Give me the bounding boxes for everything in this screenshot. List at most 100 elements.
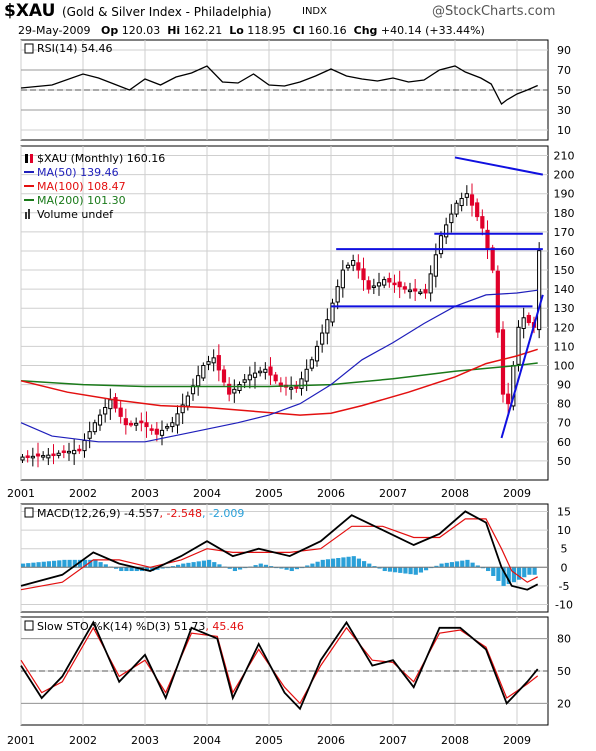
price-tick-label: 120	[554, 321, 575, 334]
macd-histogram-bar	[465, 559, 470, 568]
candle-up	[252, 372, 258, 378]
low-value: 118.95	[247, 24, 286, 37]
candle-down	[495, 270, 500, 333]
macd-histogram-bar	[191, 562, 196, 568]
candle-up	[46, 454, 51, 459]
candle-up	[299, 378, 304, 389]
candle-down	[480, 216, 485, 229]
price-year-label: 2001	[7, 487, 35, 500]
rsi-legend-swatch	[24, 43, 34, 54]
price-year-label: 2009	[503, 487, 531, 500]
price-tick-label: 80	[557, 398, 571, 411]
candle-up	[330, 302, 335, 323]
candle-up	[211, 357, 216, 364]
macd-label-part: MACD(12,26,9) -4.557	[37, 507, 160, 520]
macd-histogram-bar	[532, 567, 537, 575]
macd-histogram-bar	[413, 567, 418, 575]
macd-tick-label: -5	[559, 580, 570, 593]
high-value: 162.21	[183, 24, 223, 37]
macd-tick-label: 15	[557, 505, 571, 518]
quote-date: 29-May-2009	[18, 24, 91, 37]
macd-histogram-bar	[103, 564, 108, 568]
candle-up	[309, 359, 314, 369]
macd-histogram-bar	[98, 562, 103, 568]
legend-candle-swatch	[25, 154, 28, 163]
candle-down	[356, 262, 361, 271]
macd-tick-label: 0	[561, 561, 568, 574]
bottom-year-label: 2009	[503, 734, 531, 747]
price-tick-label: 200	[554, 169, 575, 182]
candle-up	[196, 375, 201, 387]
macd-histogram-bar	[325, 559, 331, 568]
bottom-year-label: 2006	[317, 734, 345, 747]
macd-histogram-bar	[403, 567, 408, 574]
candle-down	[273, 374, 278, 382]
price-tick-label: 150	[554, 264, 575, 277]
candle-up	[325, 319, 330, 334]
candle-down	[51, 453, 56, 457]
trendline	[454, 156, 544, 176]
macd-histogram-bar	[26, 563, 31, 568]
candle-up	[41, 455, 46, 458]
macd-histogram-bar	[310, 563, 315, 568]
candle-up	[66, 450, 72, 454]
price-tick-label: 190	[554, 188, 575, 201]
price-year-label: 2005	[255, 487, 283, 500]
candle-up	[371, 285, 376, 288]
macd-histogram-bar	[418, 567, 424, 573]
macd-histogram-bar	[57, 560, 62, 568]
legend-volume-swatch	[25, 212, 27, 219]
candle-up	[438, 235, 444, 255]
price-tick-label: 180	[554, 207, 575, 220]
candle-up	[247, 374, 252, 381]
legend-ma50: MA(50) 139.46	[37, 166, 119, 179]
candle-down	[216, 355, 221, 371]
candle-down	[366, 280, 371, 290]
macd-histogram-bar	[444, 562, 449, 568]
candle-down	[506, 393, 511, 405]
price-tick-label: 100	[554, 359, 575, 372]
price-tick-label: 90	[557, 379, 571, 392]
legend-volume-swatch	[28, 209, 30, 219]
macd-histogram-bar	[491, 567, 496, 576]
price-tick-label: 50	[557, 455, 571, 468]
macd-histogram-bar	[517, 567, 522, 580]
macd-histogram-bar	[398, 567, 403, 573]
sto-label-part: Slow STO %K(14) %D(3) 51.73	[37, 620, 205, 633]
candle-up	[314, 345, 320, 362]
legend-ma200: MA(200) 101.30	[37, 194, 126, 207]
price-year-label: 2003	[131, 487, 159, 500]
candle-down	[469, 194, 475, 206]
bottom-year-label: 2003	[131, 734, 159, 747]
macd-histogram-bar	[455, 561, 460, 568]
bottom-year-label: 2004	[193, 734, 221, 747]
macd-histogram-bar	[382, 567, 387, 572]
macd-histogram-bar	[439, 563, 444, 568]
candle-down	[490, 247, 495, 271]
macd-histogram-bar	[449, 562, 455, 568]
macd-legend-swatch	[24, 507, 34, 518]
macd-histogram-bar	[475, 565, 480, 568]
macd-histogram-bar	[36, 562, 41, 568]
price-tick-label: 110	[554, 340, 575, 353]
candle-up	[170, 422, 175, 428]
candle-down	[221, 369, 227, 383]
macd-histogram-bar	[346, 556, 351, 568]
change-label: Chg	[353, 24, 378, 37]
macd-histogram-bar	[408, 567, 413, 575]
candle-up	[201, 364, 206, 379]
candle-up	[428, 273, 433, 294]
candle-up	[165, 426, 170, 429]
macd-histogram-bar	[527, 567, 532, 575]
macd-histogram-bar	[486, 567, 491, 572]
candle-down	[387, 277, 392, 283]
price-year-label: 2006	[317, 487, 345, 500]
macd-histogram-bar	[134, 567, 139, 572]
candle-up	[351, 260, 356, 266]
candle-up	[242, 379, 247, 383]
bottom-year-label: 2007	[379, 734, 407, 747]
rsi-line	[20, 65, 538, 105]
macd-histogram-bar	[160, 567, 165, 569]
price-tick-label: 170	[554, 226, 575, 239]
macd-histogram-bar	[372, 566, 377, 568]
